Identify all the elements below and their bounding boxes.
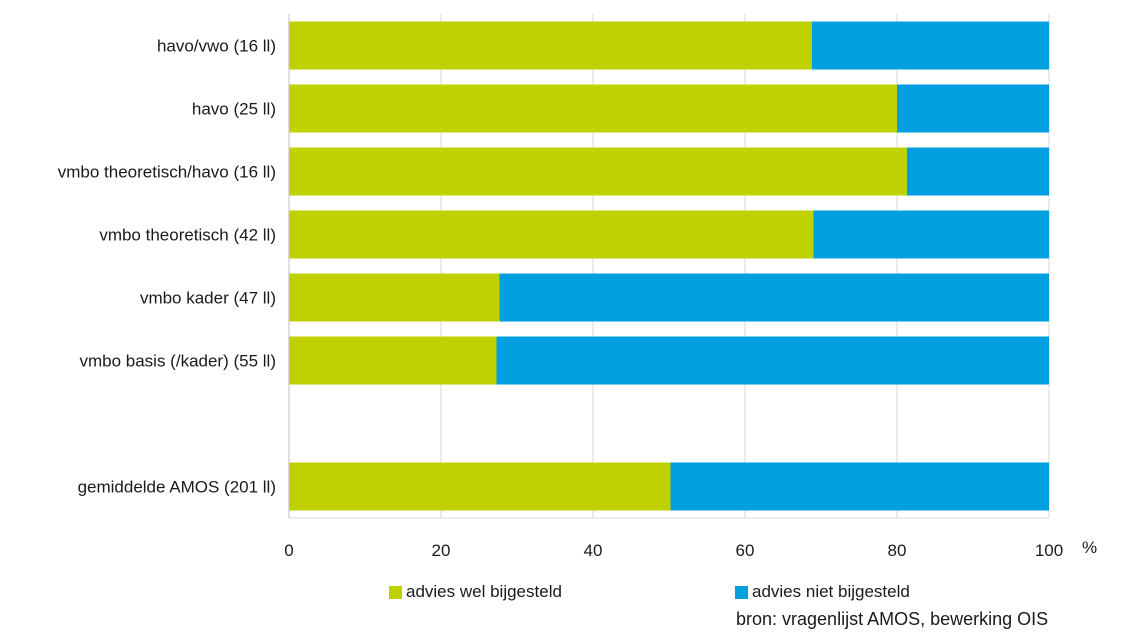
x-tick-label-1: 20 — [432, 541, 451, 560]
source-note: bron: vragenlijst AMOS, bewerking OIS — [736, 609, 1049, 629]
legend-swatch-niet — [735, 585, 748, 599]
x-tick-label-4: 80 — [888, 541, 907, 560]
bar-wel-1 — [289, 84, 897, 133]
bar-niet-7 — [670, 462, 1049, 511]
category-label-5: vmbo basis (/kader) (55 ll) — [79, 352, 276, 371]
legend-item-wel: advies wel bijgesteld — [389, 582, 562, 602]
bar-wel-5 — [289, 336, 497, 385]
category-label-2: vmbo theoretisch/havo (16 ll) — [58, 163, 276, 182]
category-label-0: havo/vwo (16 ll) — [157, 37, 276, 56]
legend-label-wel: advies wel bijgesteld — [406, 582, 562, 601]
bar-niet-1 — [897, 84, 1049, 133]
bar-niet-3 — [813, 210, 1049, 259]
x-tick-label-3: 60 — [736, 541, 755, 560]
x-tick-label-5: 100 — [1035, 541, 1063, 560]
x-tick-label-2: 40 — [584, 541, 603, 560]
category-label-7: gemiddelde AMOS (201 ll) — [78, 478, 276, 497]
bar-niet-5 — [496, 336, 1050, 385]
category-label-4: vmbo kader (47 ll) — [140, 289, 276, 308]
bar-wel-4 — [289, 273, 500, 322]
bar-niet-2 — [906, 147, 1049, 196]
bar-wel-7 — [289, 462, 671, 511]
stacked-bar-chart: havo/vwo (16 ll) havo (25 ll) vmbo theoret… — [58, 14, 1097, 560]
x-tick-label-0: 0 — [284, 541, 293, 560]
category-label-1: havo (25 ll) — [192, 100, 276, 119]
x-unit-label: % — [1082, 538, 1097, 557]
legend-swatch-wel — [389, 585, 402, 599]
bar-niet-0 — [811, 21, 1049, 70]
bar-niet-4 — [499, 273, 1049, 322]
bar-wel-2 — [289, 147, 907, 196]
legend-label-niet: advies niet bijgesteld — [752, 582, 910, 601]
legend-item-niet: advies niet bijgesteld — [735, 582, 910, 602]
bar-wel-0 — [289, 21, 812, 70]
category-label-3: vmbo theoretisch (42 ll) — [99, 226, 276, 245]
bar-wel-3 — [289, 210, 814, 259]
